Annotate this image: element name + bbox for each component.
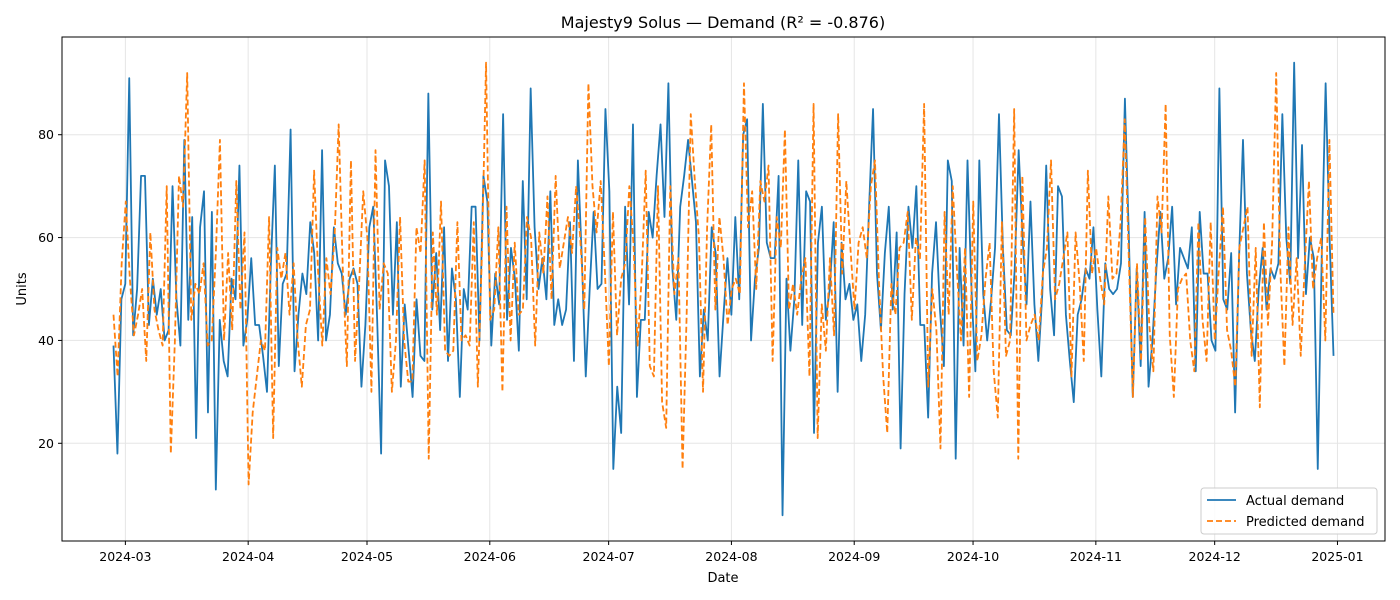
x-tick-label: 2025-01 bbox=[1311, 549, 1363, 564]
y-tick-label: 40 bbox=[38, 333, 54, 348]
legend-label-predicted: Predicted demand bbox=[1246, 515, 1365, 530]
x-tick-label: 2024-09 bbox=[828, 549, 880, 564]
series-layer bbox=[112, 61, 1335, 517]
legend: Actual demand Predicted demand bbox=[1200, 487, 1378, 535]
y-axis: 20 40 60 80 bbox=[38, 127, 62, 451]
y-tick-label: 80 bbox=[38, 127, 54, 142]
x-axis: 2024-03 2024-04 2024-05 2024-06 2024-07 2024-… bbox=[99, 541, 1364, 564]
legend-label-actual: Actual demand bbox=[1246, 494, 1344, 509]
y-axis-label: Units bbox=[15, 272, 30, 305]
x-tick-label: 2024-10 bbox=[947, 549, 999, 564]
x-tick-label: 2024-08 bbox=[705, 549, 757, 564]
x-tick-label: 2024-07 bbox=[583, 549, 635, 564]
x-tick-label: 2024-04 bbox=[222, 549, 274, 564]
plot-frame bbox=[61, 36, 1386, 542]
x-tick-label: 2024-03 bbox=[99, 549, 151, 564]
x-axis-label: Date bbox=[707, 571, 738, 586]
predicted-demand-line bbox=[112, 61, 1335, 486]
y-tick-label: 20 bbox=[38, 436, 54, 451]
chart-title: Majesty9 Solus — Demand (R² = -0.876) bbox=[561, 13, 885, 32]
x-tick-label: 2024-06 bbox=[464, 549, 516, 564]
legend-box bbox=[1200, 487, 1378, 535]
x-tick-label: 2024-12 bbox=[1189, 549, 1241, 564]
x-tick-label: 2024-05 bbox=[341, 549, 393, 564]
grid-lines bbox=[62, 37, 1385, 541]
x-tick-label: 2024-11 bbox=[1070, 549, 1122, 564]
y-tick-label: 60 bbox=[38, 230, 54, 245]
